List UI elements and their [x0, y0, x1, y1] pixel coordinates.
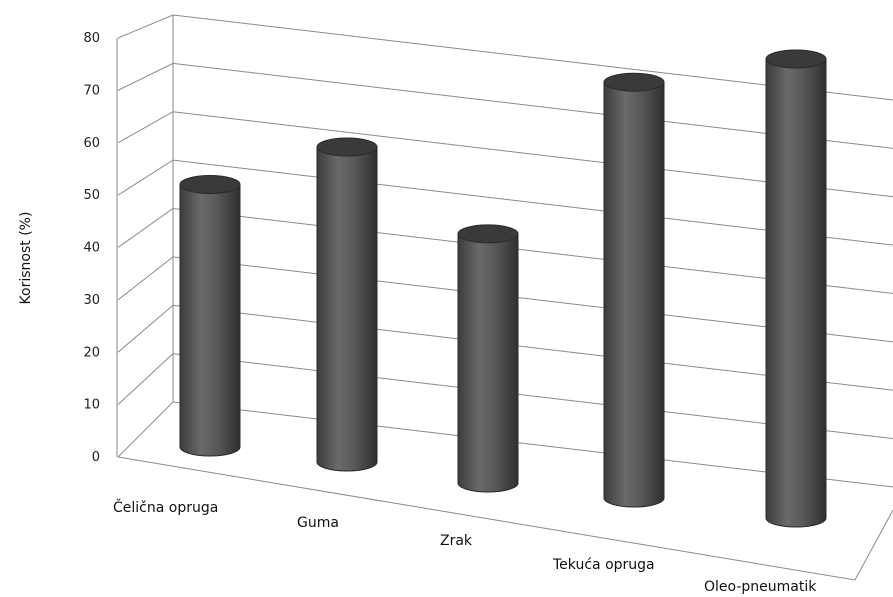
bar-top [603, 72, 665, 92]
bar [457, 224, 519, 493]
y-tick-label: 0 [92, 450, 100, 465]
category-labels: Čelična opruga Guma Zrak Tekuća opruga Oleo-… [113, 498, 817, 595]
bar-body [316, 146, 378, 472]
bar [765, 49, 827, 528]
bar [179, 175, 241, 457]
y-tick-label: 20 [83, 345, 100, 360]
category-label: Čelična opruga [113, 498, 218, 516]
category-label: Zrak [440, 533, 473, 549]
bar-body [765, 58, 827, 528]
y-axis-ticks: 0 10 20 30 40 50 60 70 80 [83, 31, 100, 465]
bar-top [316, 137, 378, 157]
bar-top [179, 175, 241, 194]
bar [316, 137, 378, 472]
category-label: Guma [297, 515, 339, 531]
y-tick-label: 40 [83, 241, 100, 256]
y-tick-label: 50 [83, 188, 100, 203]
y-tick-label: 30 [83, 293, 100, 308]
bar-body [457, 233, 519, 493]
y-tick-label: 10 [83, 398, 100, 413]
y-tick-label: 70 [83, 83, 100, 98]
y-axis-title: Korisnost (%) [18, 212, 34, 305]
y-tick-label: 80 [83, 31, 100, 46]
bar [603, 72, 665, 508]
bar-top [457, 224, 519, 244]
category-label: Oleo-pneumatik [704, 579, 817, 595]
category-label: Tekuća opruga [552, 557, 655, 573]
y-tick-label: 60 [83, 136, 100, 151]
bar-body [179, 184, 241, 457]
gridline [117, 14, 893, 101]
bar-top [765, 49, 827, 69]
bar-body [603, 81, 665, 508]
bars [179, 49, 827, 528]
floor-edge [117, 456, 893, 581]
